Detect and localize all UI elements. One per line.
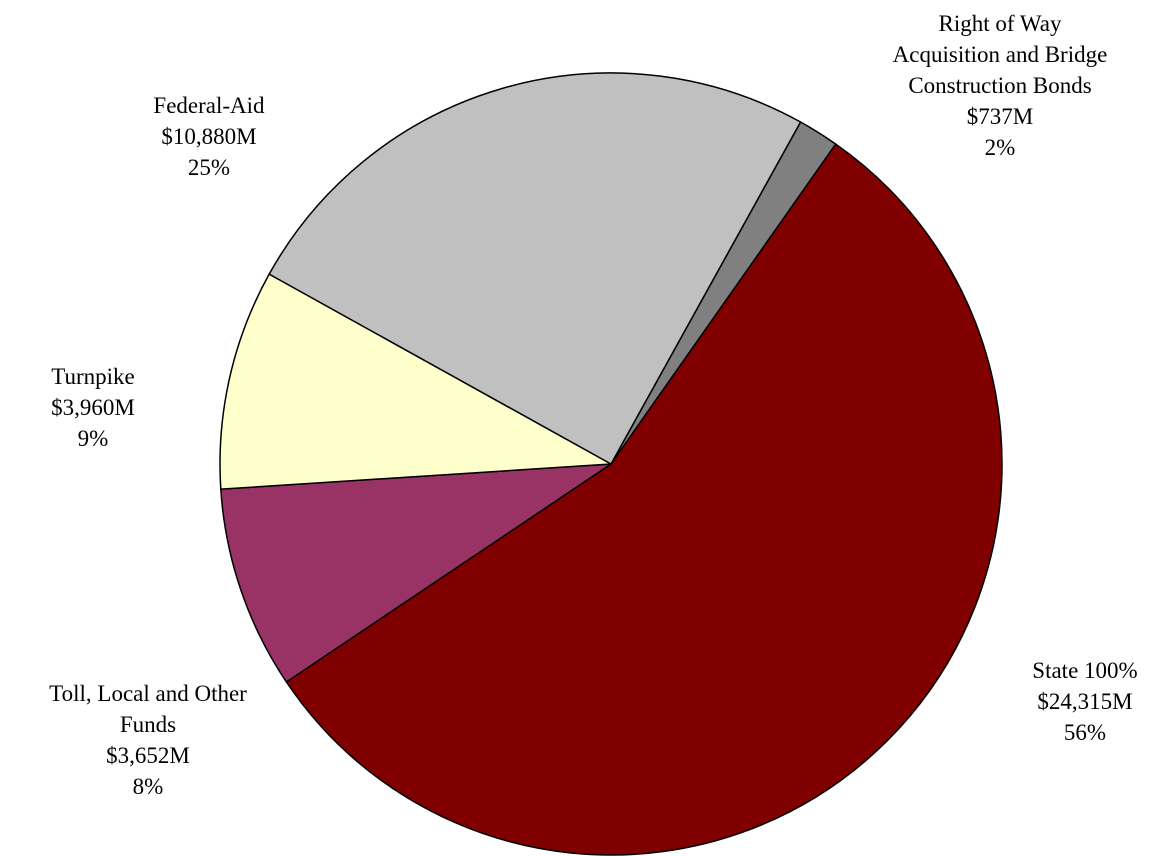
slice-label: Right of Way Acquisition and Bridge Constr… [893,11,1108,160]
slice-label: Federal-Aid $10,880M 25% [153,93,265,180]
slice-label-name: State 100% [1032,658,1137,683]
slice-label-percent: 25% [188,155,230,180]
slice-label: Toll, Local and Other Funds $3,652M 8% [49,681,247,799]
slice-label-percent: 56% [1064,720,1106,745]
slice-label: Turnpike $3,960M 9% [51,364,135,451]
slice-label-name: Turnpike [51,364,135,389]
pie-slice [285,143,1003,856]
slice-label-name: Toll, Local and Other [49,681,247,706]
pie-slices [219,72,1003,856]
slice-label-name: Federal-Aid [153,93,265,118]
slice-label-amount: $24,315M [1037,689,1132,714]
slice-label-amount: $737M [967,104,1033,129]
pie-slice [220,463,612,683]
pie-slice [219,273,612,490]
slice-label-amount: $10,880M [161,124,256,149]
slice-label-amount: $3,960M [51,395,135,420]
slice-label-name: Funds [120,712,176,737]
slice-label-amount: $3,652M [106,743,190,768]
slice-label-percent: 8% [133,774,164,799]
slice-label-name: Acquisition and Bridge [893,42,1108,67]
slice-labels: Right of Way Acquisition and Bridge Constr… [49,11,1138,799]
slice-label: State 100% $24,315M 56% [1032,658,1137,745]
pie-slice [268,72,802,465]
slice-label-percent: 9% [78,426,109,451]
slice-label-name: Right of Way [939,11,1062,36]
slice-label-percent: 2% [985,135,1016,160]
slice-label-name: Construction Bonds [908,73,1091,98]
